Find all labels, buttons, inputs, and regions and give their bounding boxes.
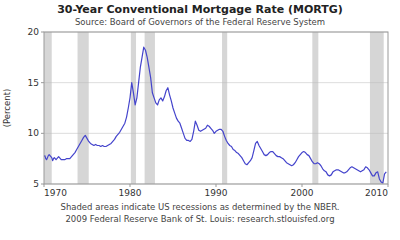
y-tick-label: 15 (28, 78, 39, 88)
subtitle: Source: Board of Governors of the Federa… (75, 17, 325, 27)
x-tick (302, 184, 303, 187)
grid-line (44, 82, 388, 83)
y-tick (41, 82, 44, 83)
y-tick-label: 20 (28, 27, 40, 37)
recession-band (312, 32, 318, 184)
y-tick-label: 5 (33, 179, 39, 189)
x-tick (44, 184, 45, 187)
x-tick-label: 1970 (44, 188, 67, 198)
x-tick (216, 184, 217, 187)
plot-data (44, 32, 386, 184)
recession-band (370, 32, 384, 184)
y-tick (41, 133, 44, 134)
x-tick-label: 2000 (291, 188, 314, 198)
x-tick-label: 1990 (205, 188, 228, 198)
y-tick-label: 10 (28, 128, 40, 138)
recession-band (222, 32, 227, 184)
grid-line (44, 133, 388, 134)
title: 30-Year Conventional Mortgage Rate (MORT… (57, 3, 343, 16)
grid (44, 32, 388, 184)
x-tick-label: 2010 (365, 188, 388, 198)
y-axis-label: (Percent) (2, 89, 12, 128)
y-tick (41, 32, 44, 33)
recession-band (131, 32, 136, 184)
axes: 5 10 15 20 1970 1980 1990 2000 2010 (Percent) (2, 27, 388, 198)
x-tick (388, 184, 389, 187)
rate-line (44, 47, 386, 183)
chart: 30-Year Conventional Mortgage Rate (MORT… (0, 0, 400, 240)
footer-note: 2009 Federal Reserve Bank of St. Louis: … (65, 214, 334, 224)
footer-note: Shaded areas indicate US recessions as d… (60, 202, 339, 212)
x-tick-label: 1980 (119, 188, 142, 198)
recession-band (44, 32, 52, 184)
plot-frame (44, 32, 388, 184)
x-tick (130, 184, 131, 187)
recession-band (78, 32, 89, 184)
